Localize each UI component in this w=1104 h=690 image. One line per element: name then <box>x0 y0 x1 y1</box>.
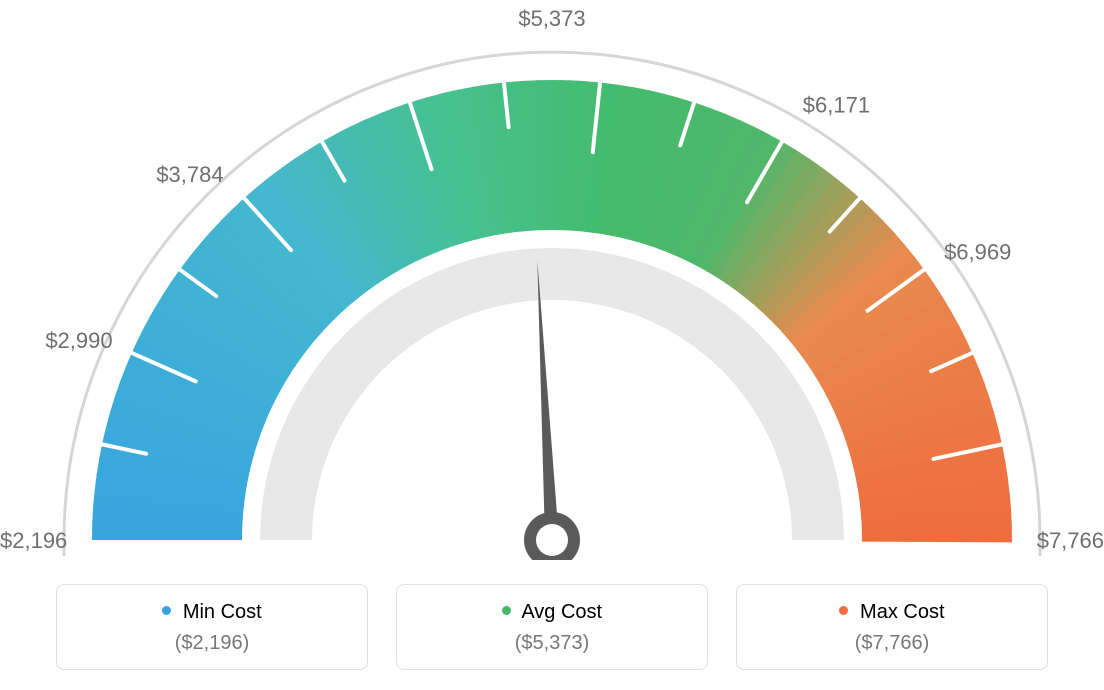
dot-icon <box>502 606 511 615</box>
svg-text:$2,196: $2,196 <box>0 528 67 553</box>
legend-title-min: Min Cost <box>67 601 357 624</box>
legend-value-min: ($2,196) <box>67 632 357 655</box>
legend-card-max: Max Cost ($7,766) <box>736 584 1048 670</box>
svg-text:$2,990: $2,990 <box>45 328 112 353</box>
svg-text:$6,969: $6,969 <box>944 240 1011 265</box>
legend-card-avg: Avg Cost ($5,373) <box>396 584 708 670</box>
legend-title-avg: Avg Cost <box>407 601 697 624</box>
legend-label-max: Max Cost <box>860 601 944 623</box>
legend-value-avg: ($5,373) <box>407 632 697 655</box>
svg-text:$3,784: $3,784 <box>156 162 223 187</box>
legend-row: Min Cost ($2,196) Avg Cost ($5,373) Max … <box>0 584 1104 670</box>
cost-gauge-chart: $2,196 $2,990 $3,784 $5,373 $6,171 $6,969 $7,7… <box>0 0 1104 690</box>
legend-label-min: Min Cost <box>183 601 262 623</box>
svg-text:$7,766: $7,766 <box>1037 528 1104 553</box>
gauge-svg: $2,196 $2,990 $3,784 $5,373 $6,171 $6,969 $7,7… <box>0 0 1104 560</box>
svg-text:$6,171: $6,171 <box>803 92 870 117</box>
dot-icon <box>839 606 848 615</box>
dot-icon <box>162 606 171 615</box>
svg-text:$5,373: $5,373 <box>518 6 585 31</box>
legend-value-max: ($7,766) <box>747 632 1037 655</box>
legend-card-min: Min Cost ($2,196) <box>56 584 368 670</box>
legend-title-max: Max Cost <box>747 601 1037 624</box>
legend-label-avg: Avg Cost <box>521 601 602 623</box>
